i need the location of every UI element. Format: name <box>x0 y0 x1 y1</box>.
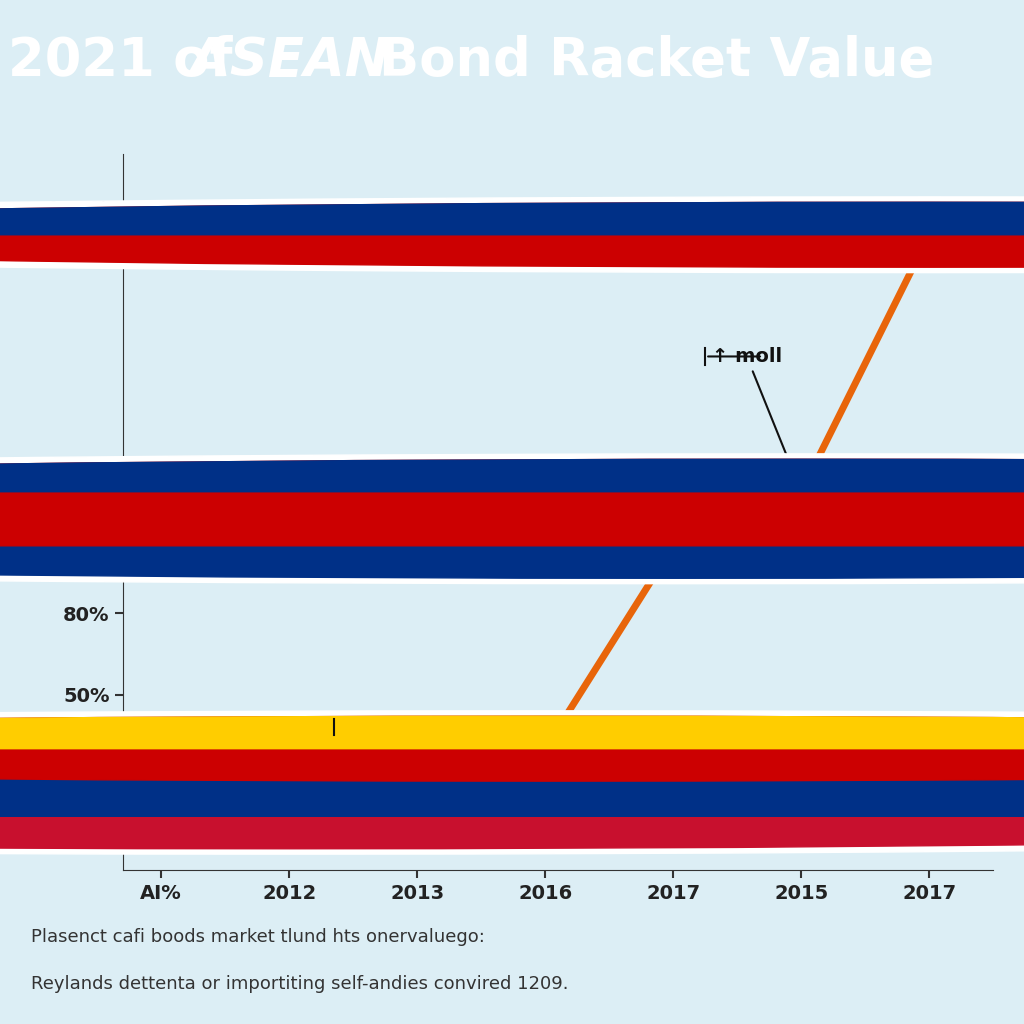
Text: 2021 of: 2021 of <box>8 36 251 87</box>
Circle shape <box>0 738 1024 803</box>
Text: ASEAN: ASEAN <box>189 36 389 87</box>
Circle shape <box>0 716 1024 781</box>
Wedge shape <box>0 513 1024 546</box>
Text: Reylands dettenta or importiting self-andies convired 1209.: Reylands dettenta or importiting self-an… <box>31 975 568 993</box>
Circle shape <box>0 513 1024 579</box>
Circle shape <box>0 203 1024 267</box>
Wedge shape <box>0 738 1024 770</box>
Wedge shape <box>0 783 1024 816</box>
Text: ↑ IIt: ↑ IIt <box>293 718 387 812</box>
Circle shape <box>0 459 1024 524</box>
Wedge shape <box>0 459 1024 492</box>
Circle shape <box>0 711 1024 786</box>
Circle shape <box>0 783 1024 849</box>
Circle shape <box>0 197 1024 272</box>
Wedge shape <box>0 716 1024 749</box>
Wedge shape <box>0 203 1024 234</box>
Circle shape <box>0 732 1024 808</box>
Circle shape <box>0 454 1024 529</box>
Text: ↑ moll: ↑ moll <box>712 347 800 487</box>
Circle shape <box>0 778 1024 854</box>
Circle shape <box>0 508 1024 584</box>
Text: Bond Racket Value: Bond Racket Value <box>379 36 934 87</box>
Text: Plasenct cafi boods market tlund hts onervaluego:: Plasenct cafi boods market tlund hts one… <box>31 929 484 946</box>
